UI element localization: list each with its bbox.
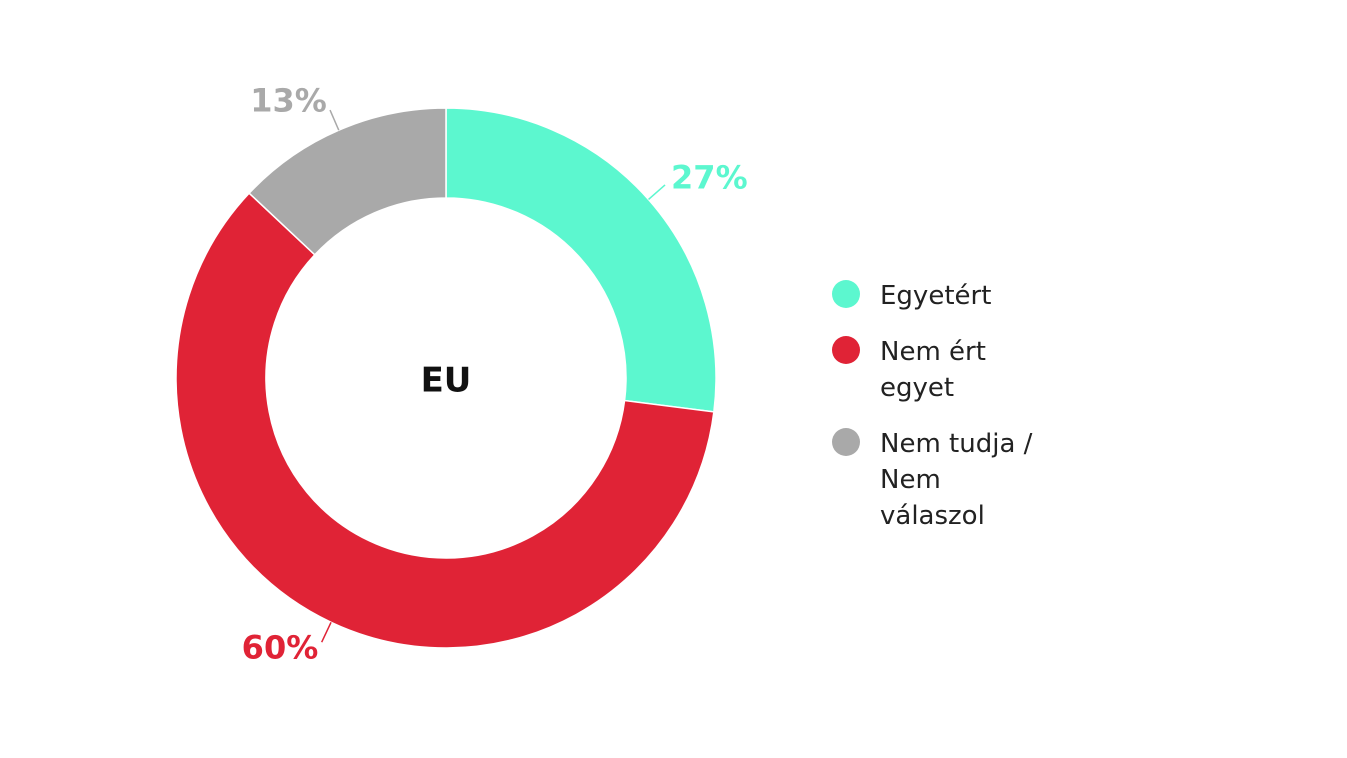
value-label: 13% [250, 82, 327, 120]
leader-line [320, 621, 332, 643]
legend: Egyetért Nem ért egyet Nem tudja / Nem vál… [832, 278, 1052, 554]
value-label: 27% [671, 159, 748, 197]
legend-swatch [832, 428, 860, 456]
legend-label: Egyetért [880, 281, 992, 311]
donut-segment [248, 107, 447, 256]
value-label: 60% [242, 628, 319, 666]
leader-line [648, 184, 666, 201]
legend-swatch [832, 280, 860, 308]
leader-line [329, 109, 340, 131]
legend-item: Nem ért egyet [832, 334, 1052, 406]
legend-item: Egyetért [832, 278, 1052, 314]
center-label: EU [421, 361, 472, 401]
donut-segment [175, 192, 715, 649]
donut-segment [445, 107, 717, 413]
legend-label: Nem tudja / Nem válaszol [880, 429, 1033, 531]
legend-label: Nem ért egyet [880, 337, 986, 403]
legend-item: Nem tudja / Nem válaszol [832, 426, 1052, 534]
legend-swatch [832, 336, 860, 364]
